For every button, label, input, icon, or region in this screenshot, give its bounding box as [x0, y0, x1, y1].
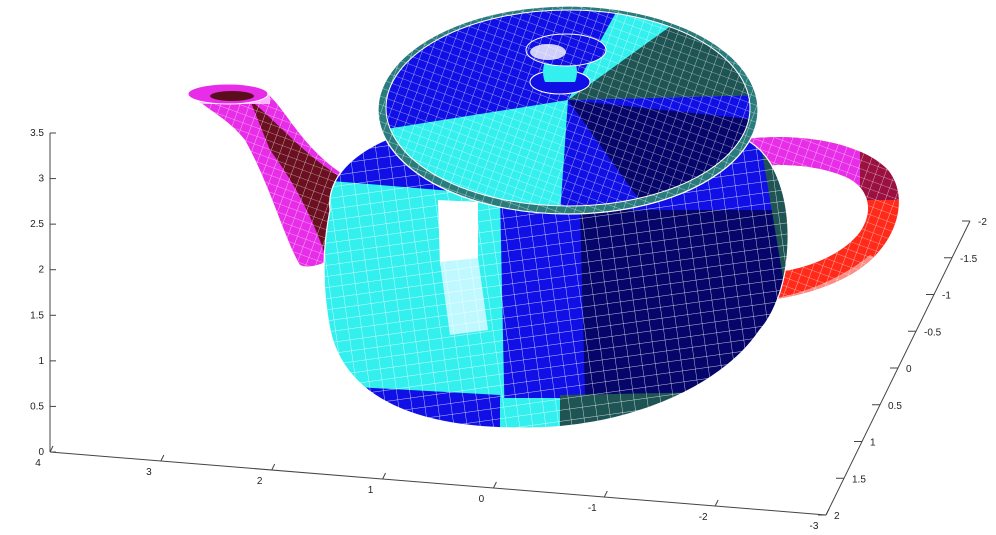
- x-tick-mark: [160, 454, 165, 462]
- x-tick-label: 3: [146, 467, 152, 478]
- y-tick-label: -1.5: [960, 254, 978, 265]
- z-tick-label: 2: [38, 265, 44, 276]
- x-tick-mark: [825, 508, 830, 516]
- x-axis-line: [49, 451, 827, 516]
- x-tick-mark: [714, 499, 719, 507]
- y-tick-label: 2: [834, 511, 840, 522]
- x-tick-mark: [382, 472, 387, 480]
- y-tick-label: 1: [870, 438, 876, 449]
- x-tick-label: 4: [35, 458, 41, 469]
- teapot-knob: [525, 33, 607, 95]
- y-tick-label: -1: [942, 291, 951, 302]
- z-tick-label: 1: [38, 356, 44, 367]
- y-tick-label: 0: [906, 364, 912, 375]
- x-tick-label: 0: [479, 494, 485, 505]
- x-tick-mark: [49, 445, 54, 453]
- y-tick-label: -2: [978, 217, 987, 228]
- x-tick-label: -2: [699, 512, 708, 523]
- teapot-lid: [385, 9, 751, 207]
- y-axis-ticks: -2 -1.5 -1 -0.5 0 0.5 1 1.5 2: [818, 217, 987, 522]
- z-tick-label: 3.5: [30, 128, 44, 139]
- x-tick-mark: [492, 481, 497, 489]
- x-tick-label: -1: [588, 503, 597, 514]
- x-tick-label: 2: [257, 476, 263, 487]
- y-tick-label: 0.5: [888, 401, 902, 412]
- x-tick-mark: [271, 463, 276, 471]
- z-tick-label: 2.5: [30, 219, 44, 230]
- z-axis-ticks: 0 0.5 1 1.5 2 2.5 3 3.5: [30, 128, 56, 458]
- x-axis-ticks: 4 3 2 1 0 -1 -2 -3: [35, 445, 830, 532]
- x-tick-label: -3: [810, 521, 819, 532]
- z-tick-label: 1.5: [30, 310, 44, 321]
- z-tick-label: 0.5: [30, 401, 44, 412]
- z-tick-label: 0: [38, 447, 44, 458]
- z-tick-label: 3: [38, 174, 44, 185]
- y-tick-label: 1.5: [852, 474, 866, 485]
- y-tick-label: -0.5: [924, 327, 942, 338]
- x-tick-mark: [603, 490, 608, 498]
- x-tick-label: 1: [368, 485, 374, 496]
